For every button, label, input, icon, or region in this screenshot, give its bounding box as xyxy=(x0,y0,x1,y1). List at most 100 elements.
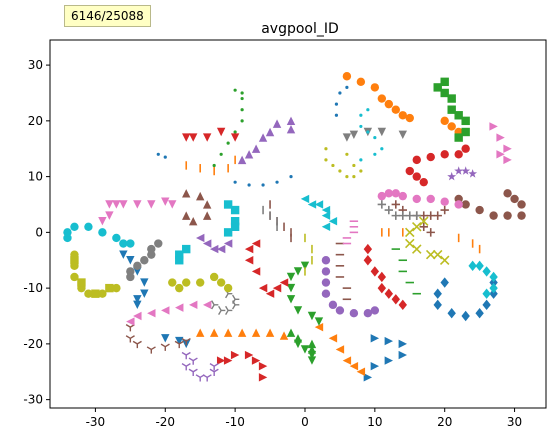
sample-counter-badge: 6146/25088 xyxy=(64,5,151,27)
data-point xyxy=(359,124,363,129)
data-point xyxy=(384,356,394,365)
data-point xyxy=(405,227,415,238)
data-point xyxy=(161,334,170,343)
data-point xyxy=(412,211,421,220)
y-tick-label: 10 xyxy=(28,170,43,184)
data-point xyxy=(133,300,142,310)
data-point xyxy=(182,133,191,142)
data-point xyxy=(468,169,478,178)
data-point xyxy=(119,250,128,259)
data-point xyxy=(440,197,449,206)
data-point xyxy=(440,205,449,215)
data-point xyxy=(328,334,338,343)
data-point xyxy=(370,266,380,277)
data-point xyxy=(70,272,79,282)
data-point xyxy=(503,211,512,220)
data-point xyxy=(321,211,331,220)
data-point xyxy=(363,243,373,255)
data-point xyxy=(412,194,421,204)
data-point xyxy=(175,250,184,259)
data-point xyxy=(345,85,349,89)
data-point xyxy=(230,133,240,142)
data-point xyxy=(230,205,240,215)
data-point xyxy=(119,239,128,248)
data-point xyxy=(370,83,380,92)
data-point xyxy=(286,125,296,134)
data-point xyxy=(261,183,265,187)
data-point xyxy=(349,309,359,318)
data-point xyxy=(195,191,205,201)
data-point xyxy=(384,336,394,346)
data-point xyxy=(216,278,226,287)
data-point xyxy=(324,158,328,162)
data-point xyxy=(161,306,170,315)
data-point xyxy=(119,200,128,209)
data-point xyxy=(286,272,296,282)
data-point xyxy=(489,282,498,294)
data-point xyxy=(454,166,464,175)
data-point xyxy=(489,288,498,299)
data-point xyxy=(461,310,470,322)
data-point xyxy=(352,163,356,168)
data-point xyxy=(233,130,237,134)
data-point xyxy=(426,152,435,162)
y-tick-label: 0 xyxy=(35,225,43,239)
data-point xyxy=(349,130,359,139)
data-point xyxy=(237,328,247,337)
data-point xyxy=(366,130,370,134)
data-point xyxy=(454,111,463,120)
data-point xyxy=(321,222,331,231)
data-point xyxy=(461,116,470,126)
data-point xyxy=(482,288,491,299)
data-point xyxy=(363,309,373,318)
data-point xyxy=(391,105,401,114)
data-point xyxy=(182,211,191,220)
data-point xyxy=(454,133,463,142)
y-tick-label: -10 xyxy=(23,281,43,295)
data-point xyxy=(175,256,184,265)
data-point xyxy=(293,306,303,315)
data-point xyxy=(440,277,449,288)
data-point xyxy=(286,283,296,293)
x-tick-label: -10 xyxy=(225,415,245,429)
data-point xyxy=(272,283,282,293)
data-point xyxy=(175,303,184,312)
data-point xyxy=(163,155,167,159)
data-point xyxy=(345,152,349,156)
data-point xyxy=(345,175,349,179)
data-point xyxy=(384,189,394,198)
data-point xyxy=(232,294,240,304)
data-point xyxy=(216,244,226,254)
y-tick-label: 20 xyxy=(28,114,43,128)
data-point xyxy=(461,166,471,175)
data-point xyxy=(126,272,135,282)
data-point xyxy=(230,350,240,360)
data-point xyxy=(175,283,184,293)
data-point xyxy=(174,340,184,349)
data-point xyxy=(489,277,498,288)
data-point xyxy=(216,356,226,365)
data-point xyxy=(489,211,498,220)
data-point xyxy=(510,194,519,204)
data-point xyxy=(300,261,310,271)
data-point xyxy=(247,183,251,187)
data-point xyxy=(70,256,79,265)
data-point xyxy=(335,306,345,315)
data-point xyxy=(195,374,205,382)
data-point xyxy=(181,337,191,346)
x-tick-label: 20 xyxy=(437,415,452,429)
data-point xyxy=(147,309,156,318)
data-point xyxy=(359,169,363,173)
data-point xyxy=(219,152,223,156)
data-point xyxy=(373,135,377,140)
data-point xyxy=(272,119,282,128)
data-point xyxy=(202,300,212,310)
data-point xyxy=(377,271,387,283)
data-point xyxy=(366,108,370,112)
data-point xyxy=(398,350,407,360)
data-point xyxy=(433,83,442,92)
data-point xyxy=(251,144,261,153)
data-point xyxy=(447,94,456,103)
data-point xyxy=(230,217,240,226)
data-point xyxy=(440,150,449,159)
